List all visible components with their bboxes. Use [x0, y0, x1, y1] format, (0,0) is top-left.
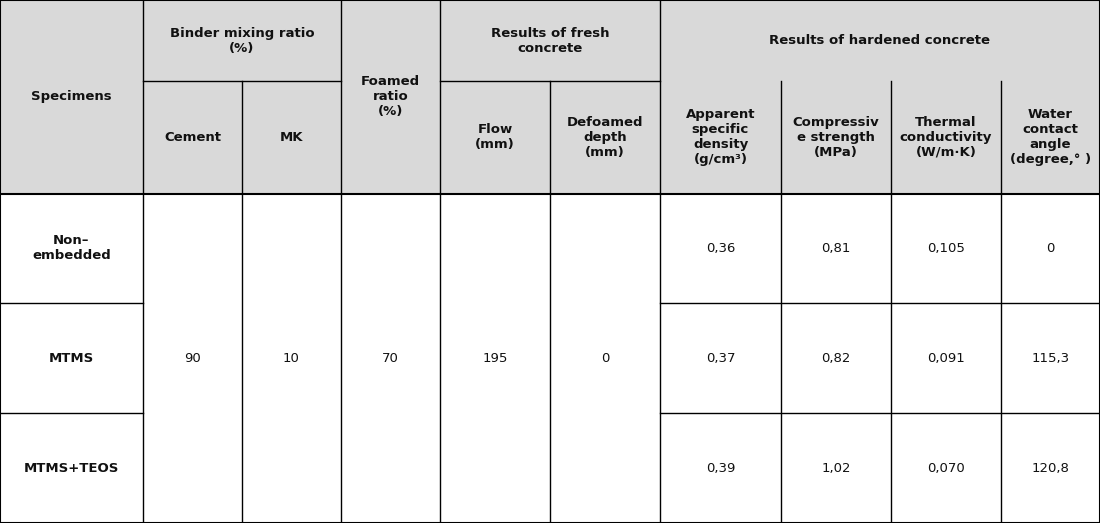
Bar [0, 0, 1100, 194]
Text: 0: 0 [601, 352, 609, 365]
Text: MTMS: MTMS [48, 352, 95, 365]
Text: MTMS+TEOS: MTMS+TEOS [24, 462, 119, 474]
Text: Specimens: Specimens [31, 90, 112, 103]
Text: Compressiv
e strength
(MPa): Compressiv e strength (MPa) [793, 116, 879, 159]
Text: 70: 70 [382, 352, 399, 365]
Text: 1,02: 1,02 [822, 462, 850, 474]
Text: Results of fresh
concrete: Results of fresh concrete [491, 27, 609, 54]
Text: 120,8: 120,8 [1032, 462, 1069, 474]
Text: Foamed
ratio
(%): Foamed ratio (%) [361, 75, 420, 118]
Text: 0,82: 0,82 [822, 352, 850, 365]
Text: MK: MK [279, 131, 304, 144]
Text: Non–
embedded: Non– embedded [32, 234, 111, 263]
Text: 0,37: 0,37 [706, 352, 735, 365]
Text: 90: 90 [184, 352, 201, 365]
Text: 0,39: 0,39 [706, 462, 735, 474]
Text: Cement: Cement [164, 131, 221, 144]
Text: 0,105: 0,105 [927, 242, 965, 255]
Text: Flow
(mm): Flow (mm) [475, 123, 515, 151]
Text: 0,091: 0,091 [927, 352, 965, 365]
Text: 195: 195 [482, 352, 508, 365]
Text: 0,070: 0,070 [927, 462, 965, 474]
Text: Apparent
specific
density
(g/cm³): Apparent specific density (g/cm³) [685, 108, 756, 166]
Bar [0, 194, 1100, 523]
Text: Water
contact
angle
(degree,° ): Water contact angle (degree,° ) [1010, 108, 1091, 166]
Text: Results of hardened concrete: Results of hardened concrete [770, 34, 990, 47]
Text: 10: 10 [283, 352, 300, 365]
Text: 0: 0 [1046, 242, 1055, 255]
Text: 115,3: 115,3 [1032, 352, 1069, 365]
Text: Defoamed
depth
(mm): Defoamed depth (mm) [566, 116, 644, 159]
Text: Thermal
conductivity
(W/m·K): Thermal conductivity (W/m·K) [900, 116, 992, 159]
Text: 0,81: 0,81 [822, 242, 850, 255]
Text: Binder mixing ratio
(%): Binder mixing ratio (%) [169, 27, 315, 54]
Text: 0,36: 0,36 [706, 242, 735, 255]
